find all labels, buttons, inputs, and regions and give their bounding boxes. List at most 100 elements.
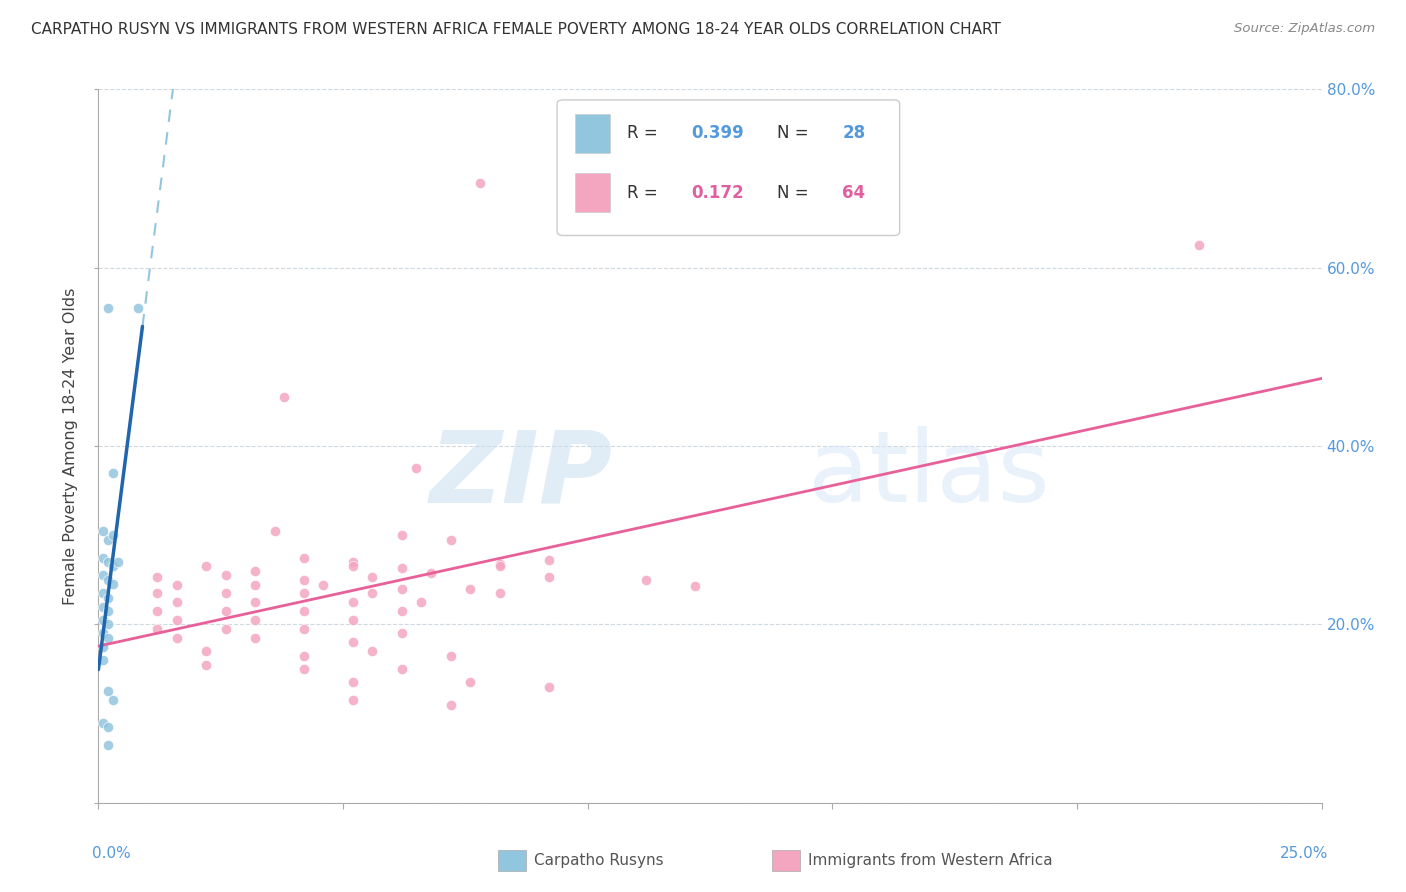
- Text: 0.0%: 0.0%: [93, 846, 131, 861]
- Text: 0.172: 0.172: [692, 184, 744, 202]
- Point: [107, 555, 129, 569]
- Point: [97, 631, 120, 645]
- Point: [97, 555, 120, 569]
- Point: [195, 644, 218, 658]
- Text: atlas: atlas: [808, 426, 1049, 523]
- Point: [292, 662, 315, 676]
- Point: [391, 662, 413, 676]
- Text: Carpatho Rusyns: Carpatho Rusyns: [534, 854, 664, 868]
- Point: [91, 715, 114, 730]
- Point: [440, 533, 463, 547]
- Text: Source: ZipAtlas.com: Source: ZipAtlas.com: [1234, 22, 1375, 36]
- Point: [391, 528, 413, 542]
- Point: [97, 684, 120, 698]
- Point: [101, 528, 124, 542]
- Point: [97, 301, 120, 315]
- Point: [685, 579, 707, 593]
- Point: [101, 466, 124, 480]
- Point: [243, 613, 266, 627]
- FancyBboxPatch shape: [557, 100, 900, 235]
- Point: [101, 577, 124, 591]
- Point: [361, 644, 384, 658]
- Point: [342, 635, 364, 649]
- Point: [214, 622, 236, 636]
- Point: [146, 622, 169, 636]
- Text: ZIP: ZIP: [429, 426, 612, 523]
- Point: [292, 586, 315, 600]
- Point: [263, 524, 285, 538]
- Point: [195, 559, 218, 574]
- Point: [166, 613, 188, 627]
- Point: [342, 559, 364, 574]
- Point: [342, 613, 364, 627]
- Text: 0.399: 0.399: [692, 125, 744, 143]
- Point: [488, 557, 510, 571]
- Point: [458, 582, 481, 596]
- FancyBboxPatch shape: [575, 114, 610, 153]
- Point: [91, 550, 114, 565]
- Point: [214, 604, 236, 618]
- Point: [146, 604, 169, 618]
- Point: [214, 568, 236, 582]
- Text: N =: N =: [778, 184, 814, 202]
- Point: [97, 533, 120, 547]
- Point: [91, 640, 114, 654]
- Point: [420, 566, 443, 580]
- Point: [97, 604, 120, 618]
- Text: R =: R =: [627, 184, 662, 202]
- Point: [91, 653, 114, 667]
- Point: [243, 595, 266, 609]
- Point: [537, 680, 560, 694]
- Point: [243, 578, 266, 592]
- Point: [101, 559, 124, 574]
- Point: [440, 698, 463, 712]
- Point: [273, 390, 295, 404]
- Point: [97, 617, 120, 632]
- Text: CARPATHO RUSYN VS IMMIGRANTS FROM WESTERN AFRICA FEMALE POVERTY AMONG 18-24 YEAR: CARPATHO RUSYN VS IMMIGRANTS FROM WESTER…: [31, 22, 1001, 37]
- Point: [292, 622, 315, 636]
- Point: [458, 675, 481, 690]
- Point: [146, 570, 169, 584]
- Text: 64: 64: [842, 184, 865, 202]
- Point: [312, 578, 335, 592]
- Point: [405, 461, 427, 475]
- Point: [488, 559, 510, 574]
- Point: [342, 693, 364, 707]
- Point: [91, 586, 114, 600]
- Point: [636, 573, 658, 587]
- Text: Immigrants from Western Africa: Immigrants from Western Africa: [808, 854, 1053, 868]
- Point: [214, 586, 236, 600]
- Point: [97, 573, 120, 587]
- Point: [342, 595, 364, 609]
- Point: [537, 553, 560, 567]
- Point: [101, 693, 124, 707]
- Point: [292, 648, 315, 663]
- Point: [91, 568, 114, 582]
- Point: [146, 586, 169, 600]
- Point: [342, 675, 364, 690]
- Point: [537, 570, 560, 584]
- Point: [127, 301, 149, 315]
- Point: [391, 626, 413, 640]
- Point: [166, 578, 188, 592]
- Point: [361, 570, 384, 584]
- Point: [1188, 238, 1211, 252]
- Point: [391, 561, 413, 575]
- Point: [391, 582, 413, 596]
- Point: [243, 564, 266, 578]
- Text: 25.0%: 25.0%: [1279, 846, 1327, 861]
- Point: [361, 586, 384, 600]
- Point: [440, 648, 463, 663]
- FancyBboxPatch shape: [575, 173, 610, 212]
- Point: [292, 604, 315, 618]
- Point: [411, 595, 433, 609]
- Point: [468, 176, 491, 190]
- Point: [91, 613, 114, 627]
- Point: [91, 524, 114, 538]
- Point: [391, 604, 413, 618]
- Text: N =: N =: [778, 125, 814, 143]
- Point: [91, 626, 114, 640]
- Point: [195, 657, 218, 672]
- Point: [488, 586, 510, 600]
- Point: [97, 720, 120, 734]
